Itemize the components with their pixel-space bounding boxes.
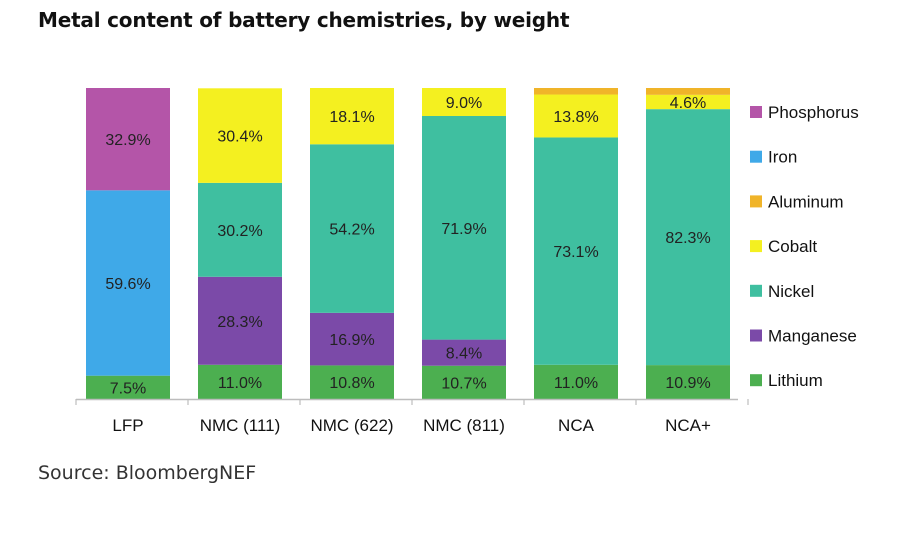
legend-label-phosphorus: Phosphorus [768,103,859,122]
bar-segment-nca-cobalt [534,94,618,138]
legend-item-phosphorus: Phosphorus [750,103,859,122]
bar-segment-nca-nickel [534,137,618,365]
data-label-nca-cobalt: 13.8% [553,109,598,126]
bar-segment-nca-aluminum [646,88,730,95]
bar-group-nmc-111: 11.0% 28.3% 30.2% 30.4% [198,88,282,399]
x-tick-label-nca: NCA+ [665,416,711,435]
legend-swatch-aluminum [750,195,762,208]
x-tick-label-nmc-622: NMC (622) [310,416,393,435]
bar-segment-nmc-622-lithium [310,365,394,399]
bar-group-nmc-811: 10.7% 8.4% 71.9% 9.0% [422,88,506,399]
legend-swatch-iron [750,150,762,163]
bar-group-nmc-622: 10.8% 16.9% 54.2% 18.1% [310,88,394,399]
x-tick-label-nca: NCA [558,416,595,435]
bar-segment-nmc-111-nickel [198,182,282,277]
bars-layer: 7.5%59.6%32.9%11.0%28.3%30.2%30.4%10.8%1… [86,88,730,399]
bar-group-nca: 11.0% 73.1% 13.8% [534,88,618,399]
data-label-nca-nickel: 73.1% [553,244,598,261]
legend: Phosphorus Iron Aluminum Cobalt Nickel Mangan… [750,103,859,390]
x-axis: LFP NMC (111) NMC (622) NMC (811) NCA NCA+ [75,398,749,435]
data-label-nmc-111-lithium: 11.0% [218,375,262,392]
data-label-nmc-811-nickel: 71.9% [441,221,486,238]
legend-label-lithium: Lithium [768,371,823,390]
data-label-nmc-111-manganese: 28.3% [217,314,262,331]
bar-segment-nca-cobalt [646,94,730,110]
legend-swatch-nickel [750,284,762,297]
legend-swatch-manganese [750,329,762,342]
data-label-nmc-622-nickel: 54.2% [329,222,374,239]
legend-label-aluminum: Aluminum [768,192,844,211]
legend-label-iron: Iron [768,148,797,167]
chart-title: Metal content of battery chemistries, by… [38,8,570,32]
legend-item-nickel: Nickel [750,282,814,301]
x-tick-label-lfp: LFP [112,416,143,435]
bar-segment-nmc-811-lithium [422,365,506,399]
bar-segment-nmc-811-manganese [422,339,506,366]
bar-group-nca: 10.9% 82.3% 4.6% [646,88,730,399]
data-label-nmc-111-cobalt: 30.4% [217,129,262,146]
bar-segment-lfp-iron [86,190,170,376]
legend-label-nickel: Nickel [768,282,814,301]
bar-segment-nmc-111-lithium [198,364,282,399]
data-label-nmc-811-lithium: 10.7% [441,375,486,392]
legend-label-cobalt: Cobalt [768,237,817,256]
legend-swatch-phosphorus [750,106,762,118]
bar-segment-nca-lithium [646,365,730,399]
bar-segment-nca-aluminum [534,88,618,95]
bar-segment-nmc-622-manganese [310,312,394,366]
bar-segment-nmc-622-nickel [310,144,394,313]
bar-segment-lfp-phosphorus [86,88,170,191]
data-label-nmc-811-cobalt: 9.0% [446,95,482,112]
legend-item-lithium: Lithium [750,371,823,390]
data-label-nmc-622-lithium: 10.8% [329,375,374,392]
legend-item-cobalt: Cobalt [750,237,817,256]
data-label-nca-nickel: 82.3% [665,230,710,247]
data-label-nca-lithium: 11.0% [554,375,598,392]
bar-segment-nca-nickel [646,109,730,366]
data-label-nca-cobalt: 4.6% [670,95,706,112]
x-tick-label-nmc-811: NMC (811) [423,416,505,435]
bar-segment-nca-lithium [534,364,618,399]
data-label-lfp-phosphorus: 32.9% [105,132,150,149]
data-label-nca-lithium: 10.9% [665,375,710,392]
legend-swatch-cobalt [750,240,762,253]
legend-swatch-lithium [750,374,762,387]
data-label-lfp-lithium: 7.5% [110,380,146,397]
legend-item-manganese: Manganese [750,327,857,346]
bar-segment-nmc-111-manganese [198,276,282,365]
chart-source: Source: BloombergNEF [38,462,257,484]
x-tick-label-nmc-111: NMC (111) [200,416,281,435]
bar-segment-lfp-lithium [86,375,170,399]
bar-segment-nmc-111-cobalt [198,88,282,183]
bar-segment-nmc-622-cobalt [310,88,394,145]
data-label-nmc-811-manganese: 8.4% [446,346,482,363]
legend-label-manganese: Manganese [768,327,857,346]
bar-group-lfp: 7.5% 59.6% 32.9% [86,88,170,399]
data-label-nmc-622-cobalt: 18.1% [329,109,374,126]
bar-segment-nmc-811-nickel [422,115,506,340]
legend-item-iron: Iron [750,148,797,167]
data-label-nmc-111-nickel: 30.2% [217,223,262,240]
bar-segment-nmc-811-cobalt [422,88,506,116]
data-label-lfp-iron: 59.6% [105,276,150,293]
data-label-nmc-622-manganese: 16.9% [329,332,374,349]
legend-item-aluminum: Aluminum [750,192,844,211]
